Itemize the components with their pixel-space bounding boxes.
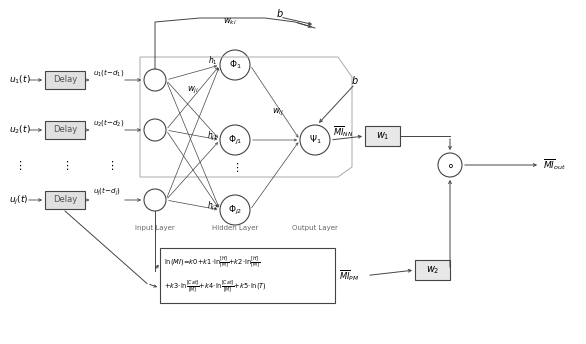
Text: $\Phi_{j1}$: $\Phi_{j1}$ [228,133,242,147]
Bar [415,260,450,280]
Text: $w_1$: $w_1$ [376,130,389,142]
Bar [45,121,85,139]
Bar [160,248,335,303]
Text: $\Psi_1$: $\Psi_1$ [309,134,321,146]
Text: Hidden Layer: Hidden Layer [212,225,258,231]
Bar [45,191,85,209]
Circle shape [144,69,166,91]
Text: $\vdots$: $\vdots$ [14,159,22,172]
Text: $b$: $b$ [351,74,359,86]
Text: $\overline{MI}_{NN}$: $\overline{MI}_{NN}$ [333,125,353,139]
Circle shape [300,125,330,155]
Text: $h_{j1}$: $h_{j1}$ [207,129,218,142]
Text: $b$: $b$ [276,7,284,19]
Text: Delay: Delay [53,126,77,135]
Text: Delay: Delay [53,75,77,85]
Text: Input Layer: Input Layer [135,225,175,231]
Circle shape [438,153,462,177]
Text: $h_{j2}$: $h_{j2}$ [207,200,218,213]
Text: $\vdots$: $\vdots$ [231,161,239,173]
Bar [45,71,85,89]
Text: $w_2$: $w_2$ [426,264,440,276]
Text: $u_2(t)$: $u_2(t)$ [9,124,30,136]
Text: $\vdots$: $\vdots$ [106,159,114,172]
Circle shape [220,125,250,155]
Text: $w_{ji}$: $w_{ji}$ [187,84,199,96]
Circle shape [144,119,166,141]
Text: $w_{ki}$: $w_{ki}$ [223,17,237,27]
Text: $\circ$: $\circ$ [446,159,454,172]
Text: $u_j(t)$: $u_j(t)$ [9,193,29,206]
Circle shape [220,50,250,80]
Text: Delay: Delay [53,195,77,204]
Text: $u_j(t\!-\!d_j)$: $u_j(t\!-\!d_j)$ [93,186,121,198]
Circle shape [144,189,166,211]
Text: $\Phi_1$: $\Phi_1$ [229,59,241,71]
Circle shape [220,195,250,225]
Text: $\overline{MI}_{out}$: $\overline{MI}_{out}$ [543,158,566,172]
Bar [365,126,400,146]
Text: $w_{ij}$: $w_{ij}$ [272,106,284,118]
Text: $\Phi_{j2}$: $\Phi_{j2}$ [228,203,242,217]
Text: Output Layer: Output Layer [292,225,338,231]
Text: $+k3\!\cdot\!\ln\!\frac{[Cat]}{[M]}\!+\!k4\!\cdot\!\ln\!\frac{[Cat]}{[M]}\!+\!k5: $+k3\!\cdot\!\ln\!\frac{[Cat]}{[M]}\!+\!… [164,278,267,293]
Text: $u_1(t\!-\!d_1)$: $u_1(t\!-\!d_1)$ [93,66,124,77]
Text: $\ln(MI)\!=\!k0\!+\!k1\!\cdot\!\ln\!\frac{[H]}{[M]}\!+\!k2\!\cdot\!\ln\!\frac{[H: $\ln(MI)\!=\!k0\!+\!k1\!\cdot\!\ln\!\fra… [164,254,260,270]
Text: $h_1$: $h_1$ [208,55,218,67]
Text: $u_1(t)$: $u_1(t)$ [9,74,30,86]
Text: $\vdots$: $\vdots$ [61,159,69,172]
Text: $u_2(t\!-\!d_2)$: $u_2(t\!-\!d_2)$ [93,117,124,128]
Text: $\overline{MI}_{PM}$: $\overline{MI}_{PM}$ [339,268,359,283]
